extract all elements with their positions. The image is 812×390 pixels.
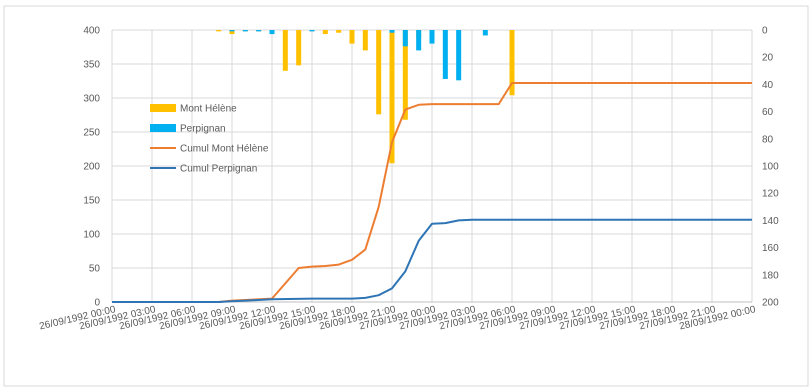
right-tick-label: 80 — [762, 134, 774, 145]
bar-mont-helene — [216, 30, 222, 32]
right-tick-label: 140 — [762, 216, 779, 227]
left-tick-label: 400 — [83, 26, 100, 37]
left-tick-label: 200 — [83, 162, 100, 173]
bar-mont-helene — [229, 30, 235, 35]
chart-border — [3, 5, 809, 387]
right-tick-label: 20 — [762, 53, 774, 64]
legend-swatch-mont-helene — [150, 104, 176, 112]
legend-label-cumul-mont-helene: Cumul Mont Hélène — [180, 144, 269, 155]
bar-perpignan — [429, 30, 435, 44]
legend-label-perpignan: Perpignan — [180, 124, 226, 135]
right-axis-ticks: 0 20 40 60 80 100 120 140 160 180 200 — [762, 26, 779, 309]
bar-mont-helene — [336, 30, 342, 33]
legend-label-cumul-perpignan: Cumul Perpignan — [180, 164, 257, 175]
bar-perpignan — [242, 30, 248, 32]
bar-perpignan — [416, 30, 422, 51]
bar-mont-helene — [282, 30, 288, 71]
left-tick-label: 300 — [83, 94, 100, 105]
bar-perpignan — [442, 30, 448, 79]
left-axis-ticks: 0 50 100 150 200 250 300 350 400 — [83, 26, 100, 309]
bar-perpignan — [456, 30, 462, 81]
bar-perpignan — [269, 30, 275, 35]
bar-perpignan — [229, 30, 235, 32]
legend-label-mont-helene: Mont Hélène — [180, 104, 237, 115]
bar-mont-helene — [376, 30, 382, 115]
left-tick-label: 250 — [83, 128, 100, 139]
bar-mont-helene — [402, 30, 408, 120]
bar-mont-helene — [389, 30, 395, 164]
bar-perpignan — [482, 30, 488, 36]
lines — [112, 82, 752, 303]
right-tick-label: 0 — [762, 26, 768, 37]
bar-mont-helene — [509, 30, 515, 96]
bar-mont-helene — [362, 30, 368, 51]
line-cumul-perpignan — [112, 218, 752, 303]
left-tick-label: 0 — [94, 298, 100, 309]
right-tick-label: 60 — [762, 107, 774, 118]
bars — [216, 30, 515, 164]
bar-perpignan — [389, 30, 395, 33]
left-tick-label: 100 — [83, 230, 100, 241]
right-tick-label: 120 — [762, 189, 779, 200]
bar-perpignan — [256, 30, 262, 32]
legend: Mont Hélène Perpignan Cumul Mont Hélène Cum… — [150, 104, 269, 175]
right-tick-label: 160 — [762, 243, 779, 254]
right-tick-label: 40 — [762, 80, 774, 91]
bar-mont-helene — [349, 30, 355, 44]
right-tick-label: 100 — [762, 162, 779, 173]
right-tick-label: 180 — [762, 270, 779, 281]
legend-swatch-perpignan — [150, 124, 176, 132]
left-tick-label: 150 — [83, 196, 100, 207]
bar-mont-helene — [296, 30, 302, 66]
bar-perpignan — [309, 30, 315, 32]
right-tick-label: 200 — [762, 298, 779, 309]
left-tick-label: 350 — [83, 60, 100, 71]
left-tick-label: 50 — [89, 264, 101, 275]
bar-perpignan — [402, 30, 408, 47]
bar-mont-helene — [322, 30, 328, 35]
